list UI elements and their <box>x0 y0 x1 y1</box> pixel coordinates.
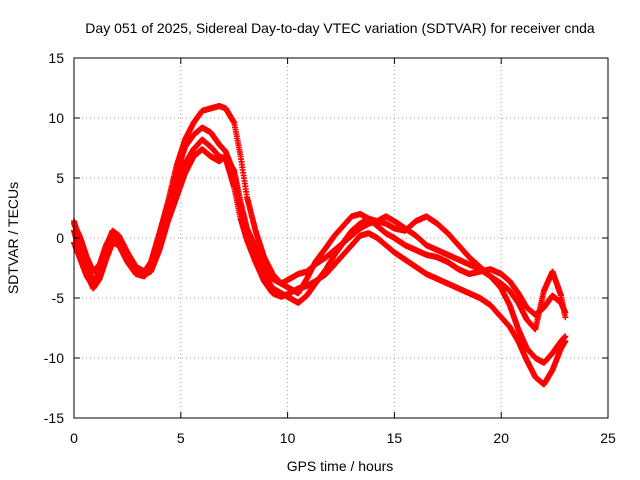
x-tick-label: 0 <box>70 430 78 446</box>
y-tick-label: -5 <box>52 290 65 306</box>
axis-ticks: 0 5 10 15 20 25 -15 -10 -5 0 5 10 15 <box>44 50 616 446</box>
x-tick-label: 25 <box>600 430 616 446</box>
x-axis-label: GPS time / hours <box>287 458 394 474</box>
x-tick-label: 15 <box>387 430 403 446</box>
y-tick-label: -15 <box>44 410 64 426</box>
y-tick-label: -10 <box>44 350 64 366</box>
x-tick-label: 5 <box>177 430 185 446</box>
chart-title: Day 051 of 2025, Sidereal Day-to-day VTE… <box>85 20 595 36</box>
x-tick-label: 10 <box>280 430 296 446</box>
y-axis-label: SDTVAR / TECUs <box>5 182 21 294</box>
y-tick-label: 5 <box>56 170 64 186</box>
y-tick-label: 0 <box>56 230 64 246</box>
x-tick-label: 20 <box>493 430 509 446</box>
y-tick-label: 10 <box>48 110 64 126</box>
y-tick-label: 15 <box>48 50 64 66</box>
